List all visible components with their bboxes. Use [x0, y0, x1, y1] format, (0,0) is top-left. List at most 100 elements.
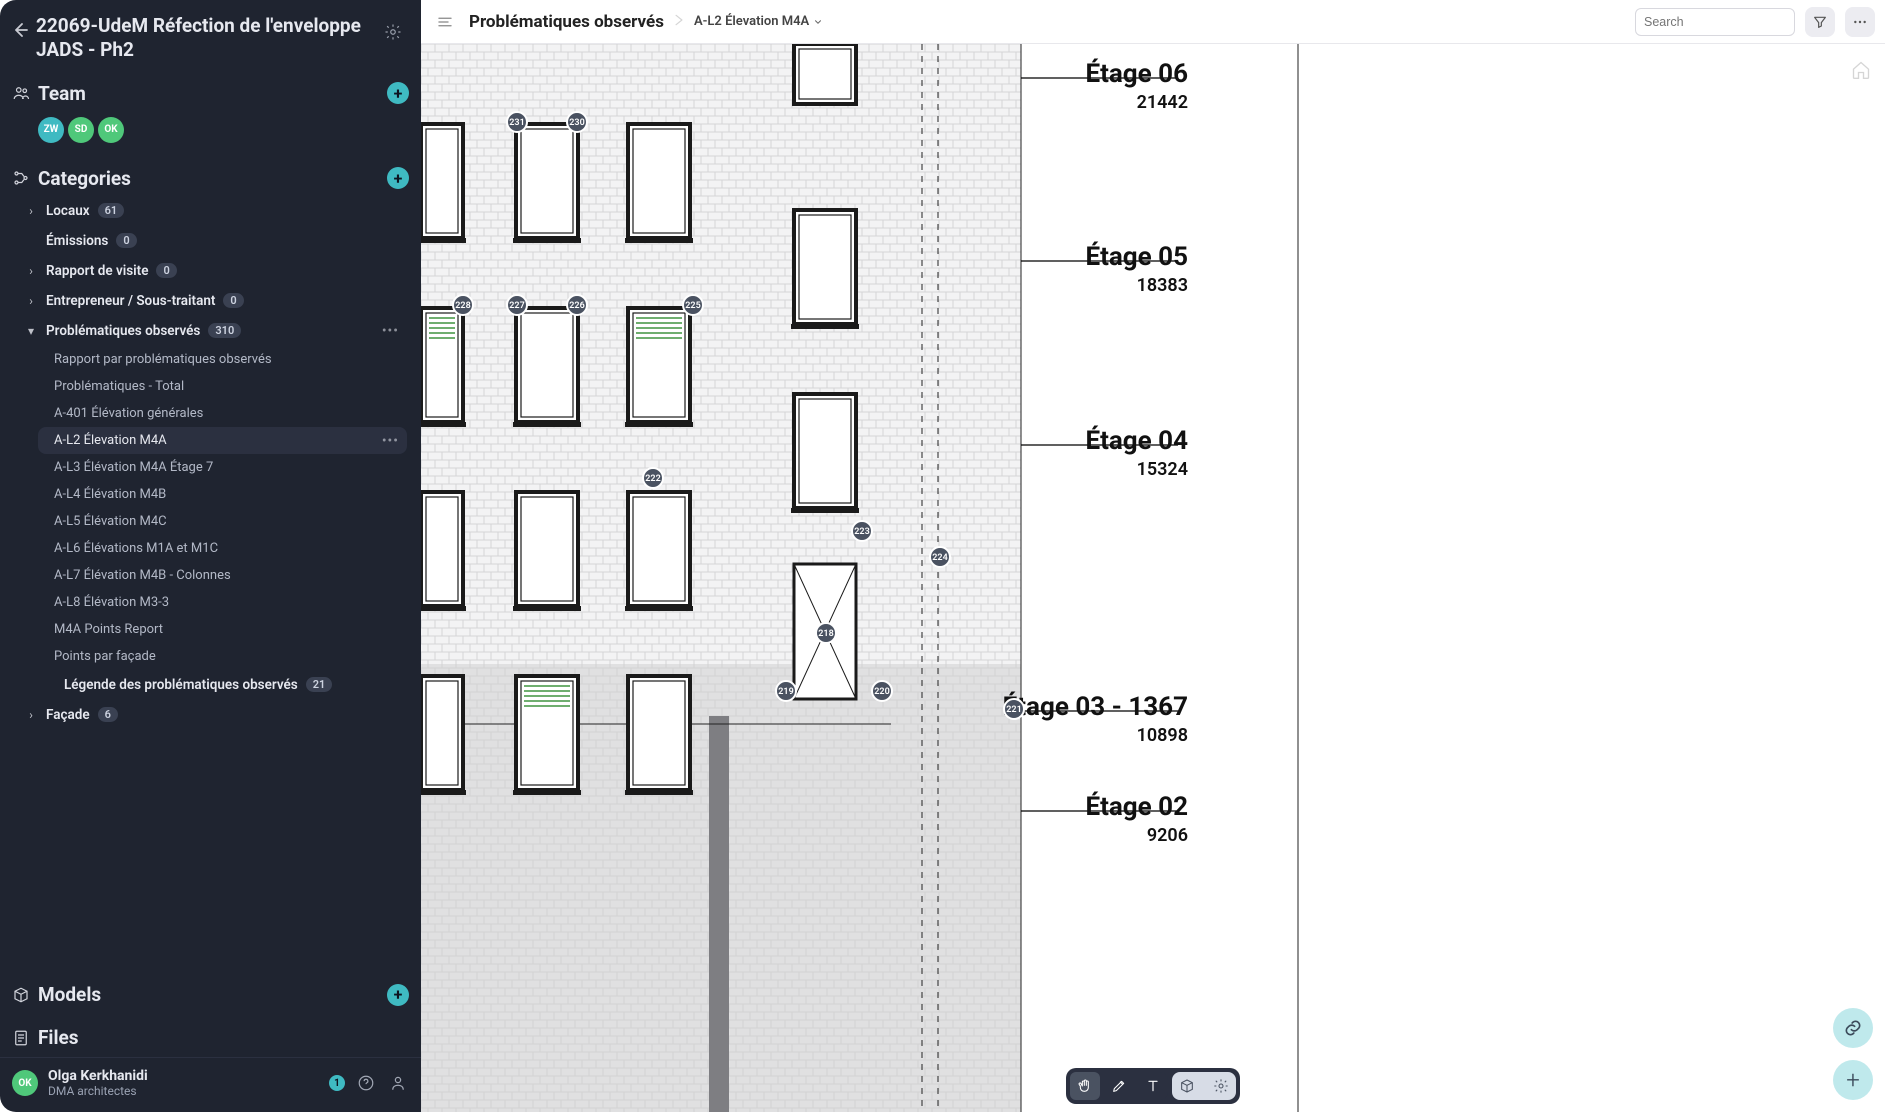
issue-marker[interactable]: 218	[816, 623, 836, 643]
category-item[interactable]: ›Rapport de visite0	[14, 256, 407, 286]
avatar[interactable]: ZW	[38, 117, 64, 143]
menu-toggle-button[interactable]	[431, 8, 459, 36]
category-subitem[interactable]: A-L4 Élévation M4B	[38, 481, 407, 508]
issue-marker[interactable]: 223	[852, 521, 872, 541]
issue-marker[interactable]: 227	[507, 295, 527, 315]
svg-text:219: 219	[778, 687, 793, 697]
category-label: Entrepreneur / Sous-traitant	[46, 293, 215, 309]
home-icon	[1851, 60, 1871, 80]
category-item[interactable]: Légende des problématiques observés21	[14, 670, 407, 700]
issue-marker[interactable]: 221	[1004, 699, 1024, 719]
category-subitem[interactable]: A-L8 Élévation M3-3	[38, 589, 407, 616]
notification-badge[interactable]: 1	[329, 1075, 345, 1091]
back-button[interactable]	[8, 18, 32, 42]
svg-text:221: 221	[1006, 705, 1021, 715]
files-section: Files	[0, 1014, 421, 1057]
category-subitem[interactable]: Rapport par problématiques observés	[38, 346, 407, 373]
user-avatar[interactable]: OK	[12, 1070, 38, 1096]
team-avatars: ZWSDOK	[10, 111, 411, 153]
svg-text:Étage 06: Étage 06	[1085, 58, 1188, 89]
chevron-right-icon: ›	[24, 294, 38, 308]
more-button[interactable]	[1845, 7, 1875, 37]
svg-text:228: 228	[455, 301, 470, 311]
breadcrumb-current-dropdown[interactable]: A-L2 Élevation M4A	[694, 14, 823, 29]
category-item[interactable]: ›Façade6	[14, 700, 407, 730]
draw-tool-button[interactable]	[1104, 1072, 1134, 1100]
user-icon	[389, 1074, 407, 1092]
menu-icon	[436, 13, 454, 31]
count-badge: 310	[208, 323, 241, 338]
link-fab[interactable]	[1833, 1008, 1873, 1048]
svg-text:9206: 9206	[1147, 825, 1188, 846]
category-item[interactable]: ›Locaux61	[14, 196, 407, 226]
home-button[interactable]	[1851, 60, 1871, 84]
category-item[interactable]: › Entrepreneur / Sous-traitant 0	[14, 286, 407, 316]
category-subitem[interactable]: M4A Points Report	[38, 616, 407, 643]
category-label: Problématiques observés	[46, 323, 200, 339]
category-item[interactable]: ▾Problématiques observés310•••	[14, 316, 407, 346]
models-icon	[12, 986, 30, 1004]
sidebar-header: 22069-UdeM Réfection de l'enveloppe JADS…	[0, 0, 421, 70]
filter-button[interactable]	[1805, 7, 1835, 37]
add-model-button[interactable]: +	[387, 984, 409, 1006]
user-footer: OK Olga Kerkhanidi DMA architectes 1	[0, 1057, 421, 1112]
chevron-right-icon: ›	[24, 204, 38, 218]
item-menu-button[interactable]: •••	[382, 323, 399, 339]
issue-marker[interactable]: 222	[643, 468, 663, 488]
count-badge: 0	[223, 293, 243, 308]
category-subitem[interactable]: A-L7 Élévation M4B - Colonnes	[38, 562, 407, 589]
issue-marker[interactable]: 225	[683, 295, 703, 315]
issue-marker[interactable]: 231	[507, 112, 527, 132]
svg-text:220: 220	[874, 687, 889, 697]
gear-icon	[384, 23, 402, 41]
category-subitem[interactable]: A-L3 Élévation M4A Étage 7	[38, 454, 407, 481]
help-button[interactable]	[355, 1072, 377, 1094]
user-org: DMA architectes	[48, 1084, 148, 1098]
category-subitem[interactable]: A-L6 Élévations M1A et M1C	[38, 535, 407, 562]
category-subitem[interactable]: Problématiques - Total	[38, 373, 407, 400]
3d-toggle-button[interactable]	[1172, 1072, 1202, 1100]
canvas[interactable]: Étage 0621442Étage 0518383Étage 0415324É…	[421, 44, 1885, 1112]
search-input[interactable]	[1635, 8, 1795, 36]
chevron-down-icon	[813, 17, 823, 27]
svg-text:Étage 05: Étage 05	[1085, 241, 1188, 272]
category-subitem[interactable]: A-401 Élévation générales	[38, 400, 407, 427]
avatar[interactable]: SD	[68, 117, 94, 143]
add-fab[interactable]: +	[1833, 1060, 1873, 1100]
issue-marker[interactable]: 226	[567, 295, 587, 315]
svg-text:10898: 10898	[1137, 725, 1188, 746]
issue-marker[interactable]: 230	[567, 112, 587, 132]
profile-button[interactable]	[387, 1072, 409, 1094]
category-label: Façade	[46, 707, 90, 723]
text-tool-button[interactable]	[1138, 1072, 1168, 1100]
add-category-button[interactable]: +	[387, 167, 409, 189]
sidebar: 22069-UdeM Réfection de l'enveloppe JADS…	[0, 0, 421, 1112]
pan-tool-button[interactable]	[1070, 1072, 1100, 1100]
issue-marker[interactable]: 219	[776, 681, 796, 701]
elevation-drawing: Étage 0621442Étage 0518383Étage 0415324É…	[421, 44, 1885, 1112]
chevron-right-icon: ›	[24, 708, 38, 722]
floating-actions: +	[1833, 1008, 1873, 1100]
categories-section: Categories + ›Locaux61Émissions0›Rapport…	[0, 155, 421, 740]
issue-marker[interactable]: 220	[872, 681, 892, 701]
project-settings-button[interactable]	[379, 18, 407, 46]
add-team-button[interactable]: +	[387, 82, 409, 104]
category-item[interactable]: Émissions0	[14, 226, 407, 256]
category-subitem[interactable]: Points par façade	[38, 643, 407, 670]
topbar: Problématiques observés A-L2 Élevation M…	[421, 0, 1885, 44]
count-badge: 0	[116, 233, 136, 248]
breadcrumb-root[interactable]: Problématiques observés	[469, 12, 664, 32]
files-heading: Files	[38, 1026, 79, 1049]
count-badge: 0	[156, 263, 176, 278]
settings-toggle-button[interactable]	[1206, 1072, 1236, 1100]
category-subitem[interactable]: A-L2 Élevation M4A•••	[38, 427, 407, 454]
categories-icon	[12, 169, 30, 187]
item-menu-button[interactable]: •••	[382, 433, 399, 449]
svg-text:218: 218	[818, 629, 833, 639]
issue-marker[interactable]: 228	[453, 295, 473, 315]
project-title: 22069-UdeM Réfection de l'enveloppe JADS…	[36, 14, 379, 62]
filter-icon	[1812, 14, 1828, 30]
category-subitem[interactable]: A-L5 Élévation M4C	[38, 508, 407, 535]
issue-marker[interactable]: 224	[930, 547, 950, 567]
avatar[interactable]: OK	[98, 117, 124, 143]
